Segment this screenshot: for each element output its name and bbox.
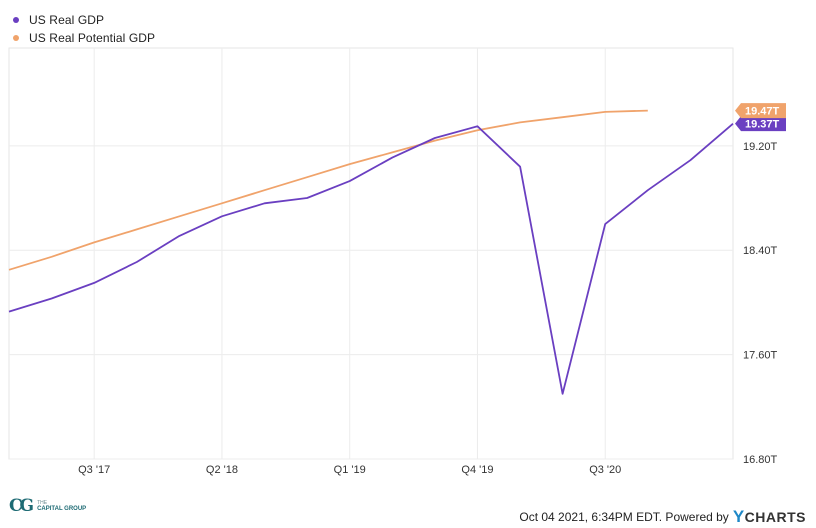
y-tick-label: 17.60T: [743, 350, 778, 362]
y-tick-label: 19.20T: [743, 141, 778, 153]
y-tick-label: 16.80T: [743, 454, 778, 466]
legend-dot-icon: [13, 17, 19, 23]
ycharts-credit[interactable]: Oct 04 2021, 6:34PM EDT. Powered by YCHA…: [519, 507, 806, 527]
plot-frame: [8, 47, 734, 460]
x-tick-label: Q3 '20: [589, 464, 621, 476]
logo-wordmark: THE CAPITAL GROUP: [37, 500, 86, 512]
credit-text: Oct 04 2021, 6:34PM EDT. Powered by: [519, 510, 729, 524]
legend-label: US Real Potential GDP: [29, 31, 156, 45]
capital-group-logo-icon: CG: [9, 496, 34, 516]
x-tick-label: Q2 '18: [206, 464, 238, 476]
last-value-badge-us-real-gdp: [735, 116, 786, 132]
chart-footer: CG THE CAPITAL GROUP Oct 04 2021, 6:34PM…: [0, 488, 816, 528]
x-tick-label: Q3 '17: [78, 464, 110, 476]
ycharts-logo: YCHARTS: [733, 507, 806, 527]
last-value-label-us-real-potential-gdp: 19.47T: [745, 106, 780, 118]
x-tick-label: Q1 '19: [334, 464, 366, 476]
legend-item-us-real-gdp[interactable]: US Real GDP: [13, 11, 155, 29]
ycharts-wordmark: CHARTS: [744, 509, 806, 525]
series-line-us-real-gdp: [8, 123, 734, 395]
series-line-us-real-potential-gdp: [8, 109, 648, 271]
capital-group-logo: CG THE CAPITAL GROUP: [9, 496, 86, 516]
chart-legend: US Real GDP US Real Potential GDP: [13, 11, 155, 47]
x-tick-label: Q4 '19: [461, 464, 493, 476]
last-value-badge-us-real-potential-gdp: [735, 103, 786, 119]
legend-dot-icon: [13, 35, 19, 41]
y-tick-label: 18.40T: [743, 245, 778, 257]
logo-name: CAPITAL GROUP: [37, 506, 87, 512]
logo-the: THE: [37, 500, 48, 506]
last-value-label-us-real-gdp: 19.37T: [745, 119, 780, 131]
ycharts-y-icon: Y: [732, 507, 745, 526]
legend-item-us-real-potential-gdp[interactable]: US Real Potential GDP: [13, 29, 155, 47]
legend-label: US Real GDP: [29, 13, 105, 27]
